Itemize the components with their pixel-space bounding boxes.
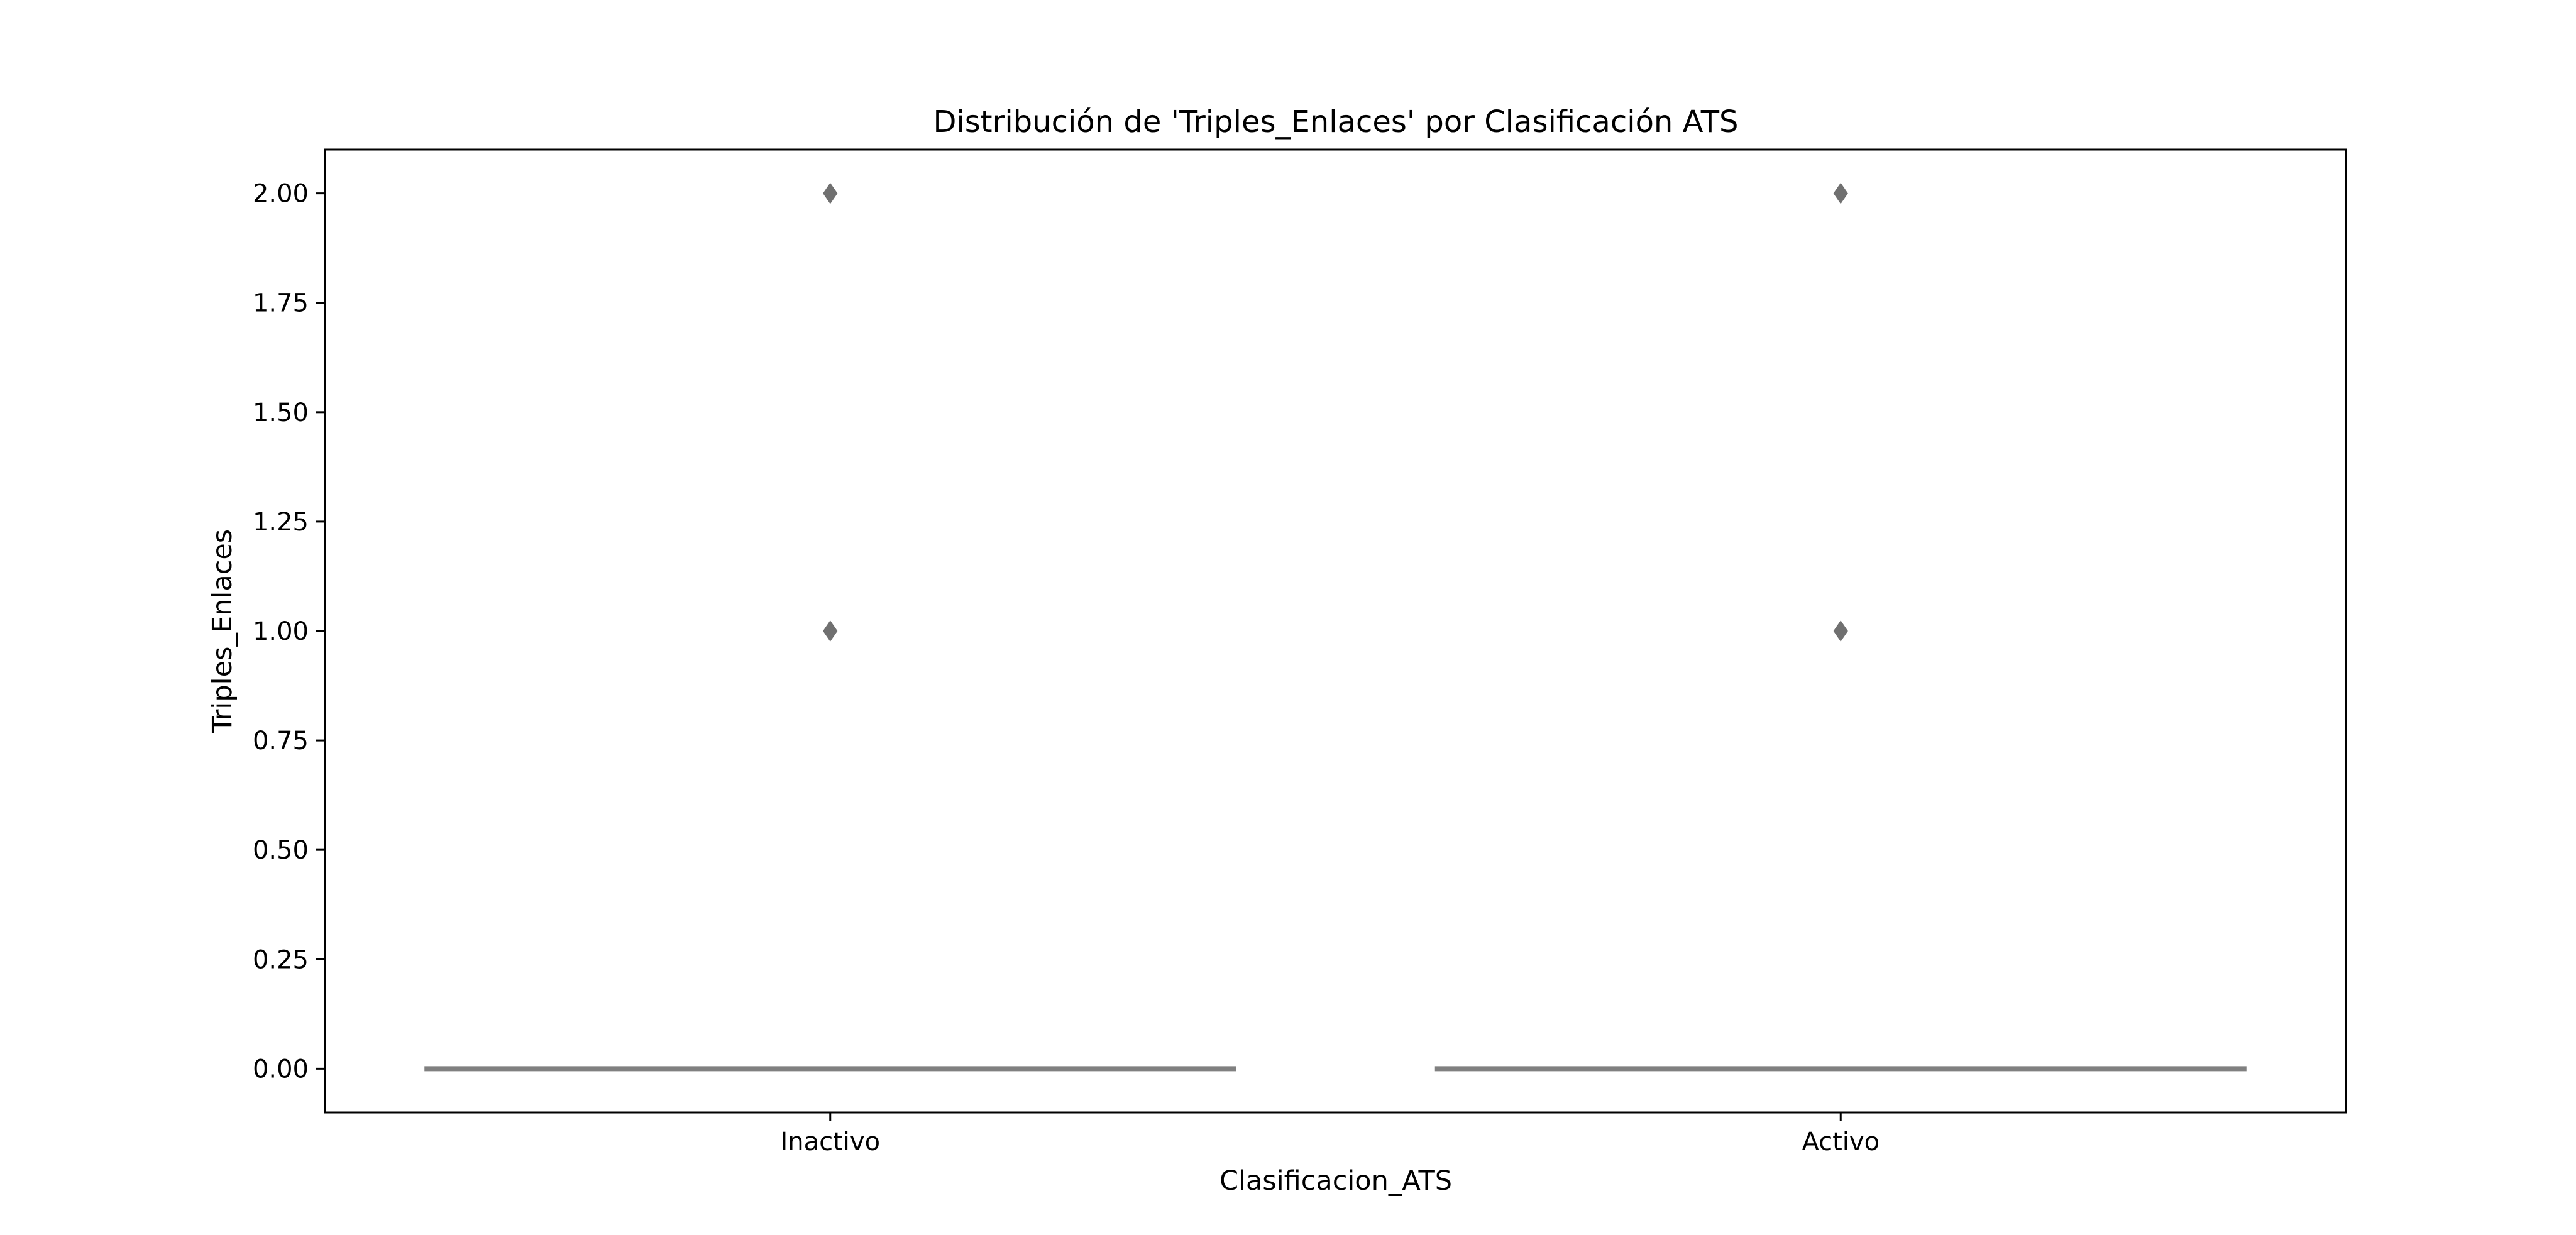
outlier-point-activo: [1833, 182, 1848, 204]
y-axis: 0.00 0.25 0.50 0.75 1.00 1.25 1.50 1.75 2.00: [253, 180, 325, 1084]
plot-frame: [324, 148, 2347, 1114]
y-tick-label: 1.50: [253, 398, 309, 427]
x-axis: Inactivo Activo: [780, 1112, 1880, 1156]
x-tick-label: Inactivo: [780, 1128, 880, 1156]
y-tick-label: 1.75: [253, 289, 309, 318]
outliers-layer: [823, 182, 1848, 642]
y-tick-label: 0.00: [253, 1055, 309, 1084]
outlier-point-inactivo: [823, 620, 838, 642]
outlier-point-activo: [1833, 620, 1848, 642]
outlier-point-inactivo: [823, 182, 838, 204]
y-tick-label: 0.75: [253, 727, 309, 755]
x-tick-label: Activo: [1802, 1128, 1880, 1156]
y-axis-label: Triples_Enlaces: [207, 529, 238, 733]
y-tick-label: 2.00: [253, 180, 309, 209]
chart-title: Distribución de 'Triples_Enlaces' por Cl…: [933, 104, 1738, 140]
y-tick-label: 1.25: [253, 508, 309, 537]
y-tick-label: 0.50: [253, 836, 309, 865]
y-tick-label: 1.00: [253, 617, 309, 646]
y-tick-label: 0.25: [253, 945, 309, 974]
boxes-layer: [424, 1066, 2247, 1072]
x-axis-label: Clasificacion_ATS: [1219, 1165, 1452, 1197]
